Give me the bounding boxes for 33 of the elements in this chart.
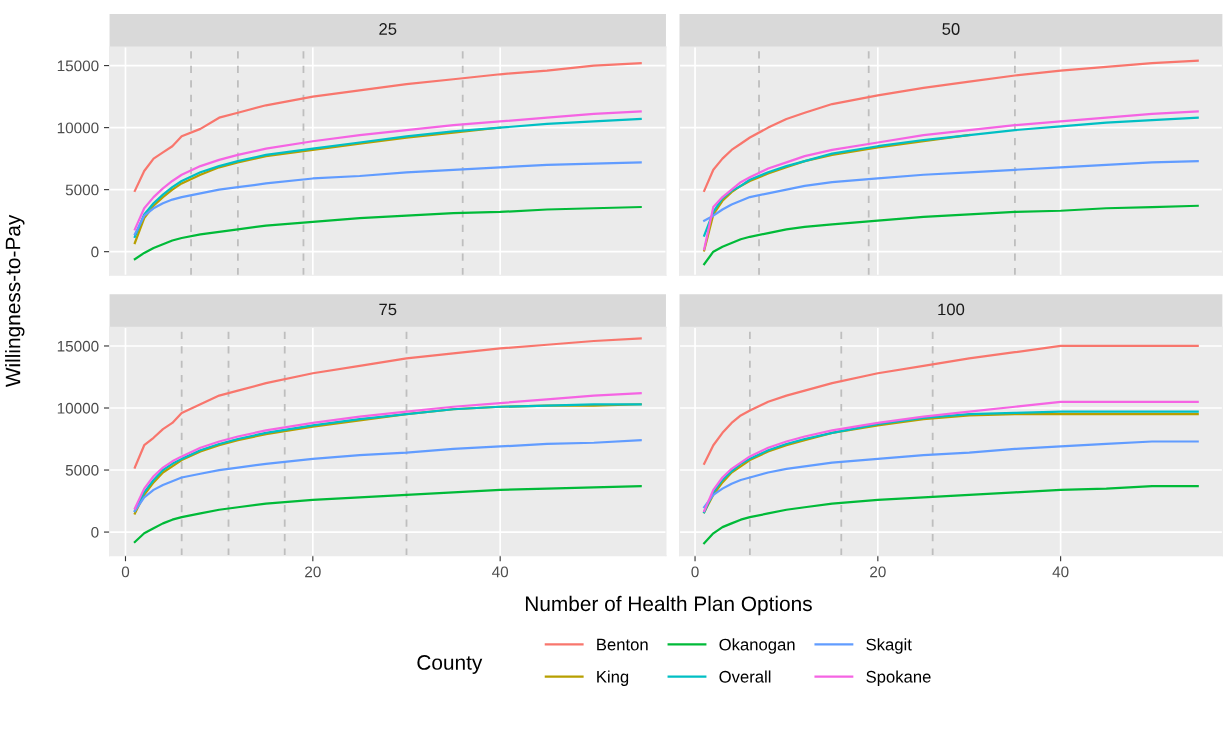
x-tick-label: 20 <box>305 566 321 578</box>
line-series <box>133 205 642 261</box>
chart-title: 75 <box>379 303 397 316</box>
y-tick-label: 0 <box>91 246 99 258</box>
legend-label: Okanogan <box>719 638 795 654</box>
line-series <box>133 161 642 236</box>
x-tick-label: 40 <box>492 566 509 578</box>
y-tick-label: 0 <box>91 526 99 538</box>
y-axis-title: Willingness-to-Pay <box>5 214 25 388</box>
legend-label: Skagit <box>866 638 912 654</box>
y-tick-label: 10000 <box>57 122 99 134</box>
chart-title: 25 <box>379 23 397 35</box>
legend-label: Overall <box>719 670 771 683</box>
y-tick-label: 5000 <box>65 184 99 196</box>
chart-title: 100 <box>938 303 965 316</box>
chart-title: 50 <box>942 23 960 35</box>
legend-label: King <box>597 670 629 686</box>
y-tick-label: 5000 <box>65 464 99 476</box>
x-tick-label: 0 <box>691 566 699 578</box>
legend-label: Spokane <box>866 670 931 686</box>
x-tick-label: 20 <box>870 566 886 578</box>
legend-title: County <box>417 655 483 674</box>
legend-label: Benton <box>597 638 648 651</box>
x-tick-label: 40 <box>1052 566 1069 578</box>
line-series <box>133 485 642 544</box>
x-axis-title: Number of Health Plan Options <box>525 595 812 616</box>
x-tick-label: 0 <box>121 566 130 578</box>
y-tick-label: 10000 <box>57 402 99 414</box>
y-tick-label: 15000 <box>57 60 99 72</box>
line-series <box>133 337 642 469</box>
y-tick-label: 15000 <box>57 340 99 352</box>
line-series <box>133 439 642 513</box>
line-series <box>133 61 642 192</box>
